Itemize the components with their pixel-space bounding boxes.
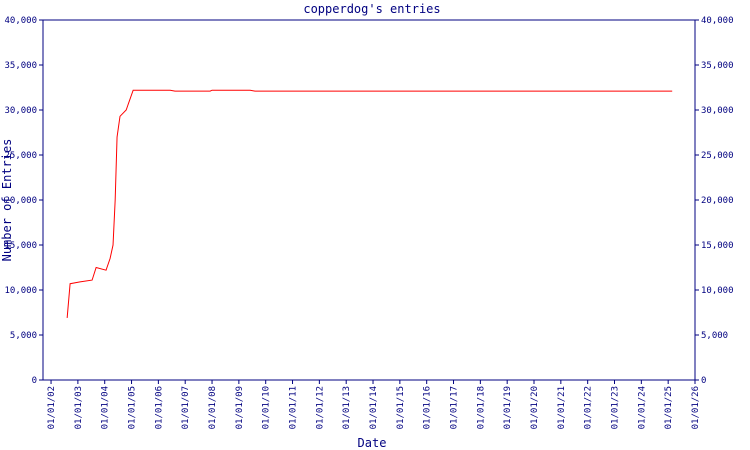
y-tick-label: 40,000 [4,16,37,26]
y2-tick-label: 5,000 [701,331,728,341]
y2-tick-label: 30,000 [701,106,734,116]
x-tick-label: 01/01/10 [262,386,272,429]
y2-tick-label: 35,000 [701,61,734,71]
x-tick-label: 01/01/17 [450,386,460,429]
y-tick-label: 20,000 [4,196,37,206]
y2-tick-label: 10,000 [701,286,734,296]
y2-tick-label: 15,000 [701,241,734,251]
x-tick-label: 01/01/14 [369,386,379,429]
x-tick-label: 01/01/09 [235,386,245,429]
x-tick-label: 01/01/25 [664,386,674,429]
x-axis-label: Date [358,436,387,450]
x-tick-label: 01/01/22 [584,386,594,429]
x-tick-label: 01/01/20 [530,386,540,429]
chart-title: copperdog's entries [303,2,440,16]
y2-tick-label: 0 [701,376,706,386]
x-tick-label: 01/01/08 [208,386,218,429]
y-tick-label: 35,000 [4,61,37,71]
line [66,89,673,318]
y2-tick-label: 40,000 [701,16,734,26]
y2-tick-label: 20,000 [701,196,734,206]
x-tick-label: 01/01/07 [181,386,191,429]
x-tick-label: 01/01/12 [315,386,325,429]
x-tick-label: 01/01/23 [611,386,621,429]
x-tick-label: 01/01/06 [154,386,164,429]
x-tick-label: 01/01/13 [342,386,352,429]
y-tick-label: 30,000 [4,106,37,116]
y-tick-label: 10,000 [4,286,37,296]
x-tick-label: 01/01/26 [691,386,701,429]
x-tick-label: 01/01/04 [101,386,111,429]
x-tick-label: 01/01/24 [637,386,647,429]
x-tick-label: 01/01/16 [423,386,433,429]
y-axis-label: Number of Entries [0,139,14,262]
y-tick-label: 5,000 [10,331,37,341]
x-tick-label: 01/01/05 [128,386,138,429]
y-tick-label: 0 [32,376,37,386]
y2-tick-label: 25,000 [701,151,734,161]
plot-frame [42,19,696,381]
x-tick-label: 01/01/03 [74,386,84,429]
y-tick-label: 25,000 [4,151,37,161]
x-tick-label: 01/01/19 [503,386,513,429]
x-tick-label: 01/01/02 [47,386,57,429]
x-tick-label: 01/01/11 [289,386,299,429]
x-tick-label: 01/01/21 [557,386,567,429]
y-tick-label: 15,000 [4,241,37,251]
x-tick-label: 01/01/15 [396,386,406,429]
x-tick-label: 01/01/18 [476,386,486,429]
